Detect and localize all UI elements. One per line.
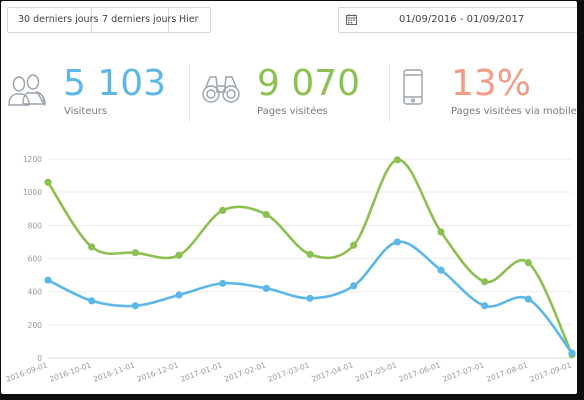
data-point[interactable]	[44, 178, 52, 186]
data-point[interactable]	[437, 266, 445, 274]
data-point[interactable]	[524, 259, 532, 267]
x-tick-label: 2017-03-01	[267, 360, 311, 383]
x-tick-label: 2017-01-01	[179, 360, 223, 383]
pages-stat: 9 070 Pages visitées	[201, 64, 381, 126]
x-tick-label: 2016-10-01	[48, 360, 92, 383]
mobile-label: Pages visitées via mobile	[451, 106, 577, 117]
data-point[interactable]	[568, 349, 576, 357]
x-tick-label: 2016-09-01	[5, 360, 49, 383]
x-tick-label: 2017-08-01	[485, 360, 529, 383]
data-point[interactable]	[350, 241, 358, 249]
x-tick-label: 2017-02-01	[223, 360, 267, 383]
mobile-value: 13%	[451, 63, 532, 104]
data-point[interactable]	[393, 238, 401, 246]
data-point[interactable]	[306, 250, 314, 258]
x-tick-label: 2017-04-01	[310, 360, 354, 383]
data-point[interactable]	[393, 156, 401, 164]
data-point[interactable]	[350, 282, 358, 290]
x-tick-label: 2017-09-01	[529, 360, 573, 383]
users-icon	[8, 74, 46, 106]
data-point[interactable]	[262, 284, 270, 292]
data-point[interactable]	[219, 279, 227, 287]
date-range-value: 01/09/2016 - 01/09/2017	[399, 14, 525, 25]
pages-label: Pages visitées	[257, 106, 328, 117]
pages-value: 9 070	[257, 63, 361, 104]
visitors-label: Visiteurs	[64, 106, 108, 117]
x-tick-label: 2017-06-01	[398, 360, 442, 383]
y-tick-label: 800	[28, 221, 43, 230]
visits-line-chart: 0 200 400 600 800 1000 1200 2016-09-01 2016-10-0…	[5, 155, 576, 384]
x-tick-label: 2017-07-01	[441, 360, 485, 383]
y-tick-label: 400	[28, 288, 43, 297]
y-tick-label: 1200	[23, 155, 42, 164]
calendar-icon	[346, 14, 357, 25]
visitors-stat: 5 103 Visiteurs	[7, 64, 187, 126]
stat-divider	[389, 64, 390, 122]
binoculars-icon	[202, 76, 240, 103]
last-7-days-button[interactable]: 7 derniers jours	[92, 8, 176, 32]
data-point[interactable]	[481, 302, 489, 310]
data-point[interactable]	[44, 276, 52, 284]
visitors-value: 5 103	[63, 63, 167, 104]
data-point[interactable]	[524, 295, 532, 303]
stat-divider	[189, 64, 190, 122]
data-point[interactable]	[88, 297, 96, 305]
data-point[interactable]	[219, 206, 227, 215]
x-tick-label: 2017-05-01	[354, 360, 398, 383]
data-point[interactable]	[175, 291, 183, 299]
data-point[interactable]	[262, 210, 270, 219]
date-range-buttons: 30 derniers jours 7 derniers jours Hier	[7, 7, 211, 33]
x-tick-label: 2016-11-01	[92, 360, 136, 383]
dashboard-card: 30 derniers jours 7 derniers jours Hier …	[1, 1, 577, 394]
y-tick-label: 600	[28, 255, 43, 264]
y-tick-label: 200	[28, 321, 43, 330]
data-point[interactable]	[437, 228, 445, 236]
y-tick-label: 0	[37, 354, 42, 363]
last-30-days-button[interactable]: 30 derniers jours	[8, 8, 98, 32]
data-point[interactable]	[131, 302, 139, 310]
data-point[interactable]	[131, 249, 139, 257]
yesterday-button[interactable]: Hier	[179, 14, 199, 25]
data-point[interactable]	[175, 251, 183, 259]
date-range-picker[interactable]: 01/09/2016 - 01/09/2017	[338, 7, 577, 33]
x-tick-label: 2016-12-01	[136, 360, 180, 383]
mobile-stat: 13% Pages visitées via mobile	[401, 64, 577, 126]
data-point[interactable]	[481, 278, 489, 286]
data-point[interactable]	[88, 243, 96, 251]
smartphone-icon	[403, 69, 423, 105]
data-point[interactable]	[306, 294, 314, 302]
y-tick-label: 1000	[23, 188, 42, 197]
